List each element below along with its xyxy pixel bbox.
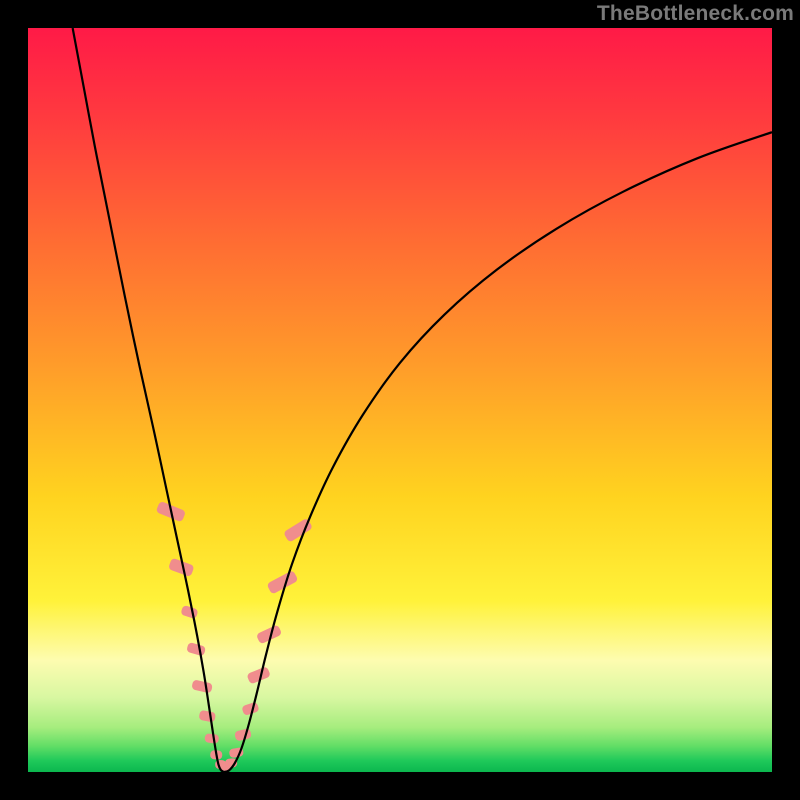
attribution-text: TheBottleneck.com [597,2,794,26]
marker [180,605,198,619]
chart-frame: TheBottleneck.com [0,0,800,800]
marker [199,710,216,723]
curve-right-branch [224,132,772,772]
plot-area [28,28,772,772]
curve-left-branch [73,28,224,772]
marker [186,642,206,657]
marker [191,679,213,693]
marker [234,728,252,742]
marker [204,733,219,744]
marker-series [156,501,314,772]
plot-overlay [28,28,772,772]
